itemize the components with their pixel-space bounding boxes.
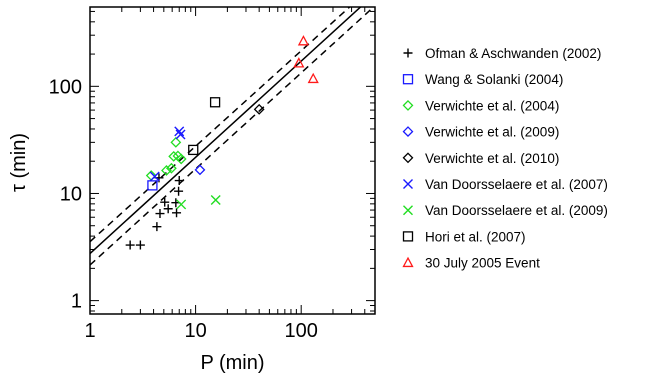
- fit-lines: [90, 7, 375, 266]
- x-tick-label-1: 10: [184, 320, 206, 342]
- plot-frame: [89, 6, 376, 315]
- data-point-0-8: [174, 186, 184, 196]
- data-point-5-2: [175, 129, 186, 140]
- data-point-5-1: [174, 126, 185, 137]
- legend-item-2: Verwichte et al. (2004): [402, 98, 559, 113]
- data-point-2-3: [168, 150, 180, 162]
- data-point-2-2: [165, 162, 177, 174]
- x-tick-label-2: 100: [285, 320, 318, 342]
- y-tick-label-2: 100: [49, 76, 82, 98]
- series-3: [194, 164, 206, 176]
- data-point-6-1: [210, 194, 221, 205]
- legend-marker-2: [402, 99, 414, 111]
- legend-label-0: Ofman & Aschwanden (2002): [425, 46, 601, 61]
- dashed-fit-line-1: [90, 7, 351, 243]
- legend-label-6: Van Doorsselaere et al. (2009): [425, 203, 608, 218]
- data-point-0-5: [160, 197, 170, 207]
- series-8: [293, 35, 319, 84]
- legend-marker-6: [403, 205, 413, 216]
- y-tick-label-0: 1: [71, 291, 82, 313]
- legend-label-7: Hori et al. (2007): [425, 229, 526, 244]
- data-points: [125, 35, 319, 250]
- data-point-2-6: [170, 136, 182, 148]
- data-point-2-5: [175, 153, 187, 165]
- legend-marker-0: [403, 48, 413, 58]
- tick-labels: 1 10 100 1 10 100: [49, 76, 318, 342]
- data-point-0-6: [172, 208, 182, 218]
- data-point-8-0: [297, 35, 310, 46]
- data-point-0-3: [155, 209, 165, 219]
- series-1: [147, 180, 158, 191]
- legend-label-2: Verwichte et al. (2004): [425, 98, 559, 113]
- data-point-0-2: [152, 222, 162, 232]
- legend-marker-4: [402, 152, 414, 164]
- legend-item-3: Verwichte et al. (2009): [402, 125, 559, 140]
- legend-item-1: Wang & Solanki (2004): [402, 72, 563, 87]
- dashed-fit-line-2: [90, 7, 375, 266]
- series-2: [145, 136, 187, 181]
- legend-marker-1: [402, 74, 414, 85]
- data-point-7-1: [209, 97, 221, 108]
- y-tick-label-1: 10: [60, 183, 82, 205]
- legend-label-3: Verwichte et al. (2009): [425, 125, 559, 140]
- axis-ticks: [89, 7, 376, 314]
- series-4: [253, 103, 265, 115]
- series-7: [188, 97, 221, 156]
- legend-item-8: 30 July 2005 Event: [402, 256, 540, 271]
- data-point-5-0: [149, 171, 160, 182]
- data-point-0-1: [135, 240, 145, 250]
- series-0: [125, 173, 184, 250]
- legend-label-5: Van Doorsselaere et al. (2007): [425, 177, 608, 192]
- legend-item-6: Van Doorsselaere et al. (2009): [403, 203, 608, 218]
- data-point-8-1: [293, 57, 305, 68]
- legend-marker-7: [402, 231, 414, 242]
- legend-item-7: Hori et al. (2007): [402, 229, 526, 244]
- series-6: [176, 194, 221, 210]
- x-tick-label-0: 1: [84, 320, 95, 342]
- data-point-3-0: [194, 164, 206, 176]
- data-point-0-9: [174, 176, 184, 186]
- data-point-6-0: [176, 199, 187, 210]
- data-point-4-0: [253, 103, 265, 115]
- legend-item-4: Verwichte et al. (2010): [402, 151, 559, 166]
- data-point-1-0: [147, 180, 158, 191]
- data-point-8-2: [307, 72, 319, 84]
- legend: Ofman & Aschwanden (2002) Wang & Solanki …: [402, 46, 608, 271]
- data-point-0-0: [125, 240, 135, 250]
- data-point-7-0: [188, 144, 199, 156]
- series-5: [149, 126, 186, 182]
- data-point-2-1: [161, 165, 172, 176]
- legend-label-4: Verwichte et al. (2010): [425, 151, 559, 166]
- legend-item-0: Ofman & Aschwanden (2002): [403, 46, 601, 61]
- legend-marker-5: [403, 179, 413, 189]
- solid-fit-line-0: [90, 7, 362, 255]
- legend-label-8: 30 July 2005 Event: [425, 256, 540, 271]
- x-axis-label: P (min): [200, 352, 264, 374]
- data-point-0-4: [163, 204, 173, 214]
- legend-marker-3: [402, 126, 414, 138]
- legend-label-1: Wang & Solanki (2004): [425, 72, 563, 87]
- y-axis-label: τ (min): [8, 133, 30, 192]
- legend-item-5: Van Doorsselaere et al. (2007): [403, 177, 608, 192]
- legend-marker-8: [402, 256, 414, 268]
